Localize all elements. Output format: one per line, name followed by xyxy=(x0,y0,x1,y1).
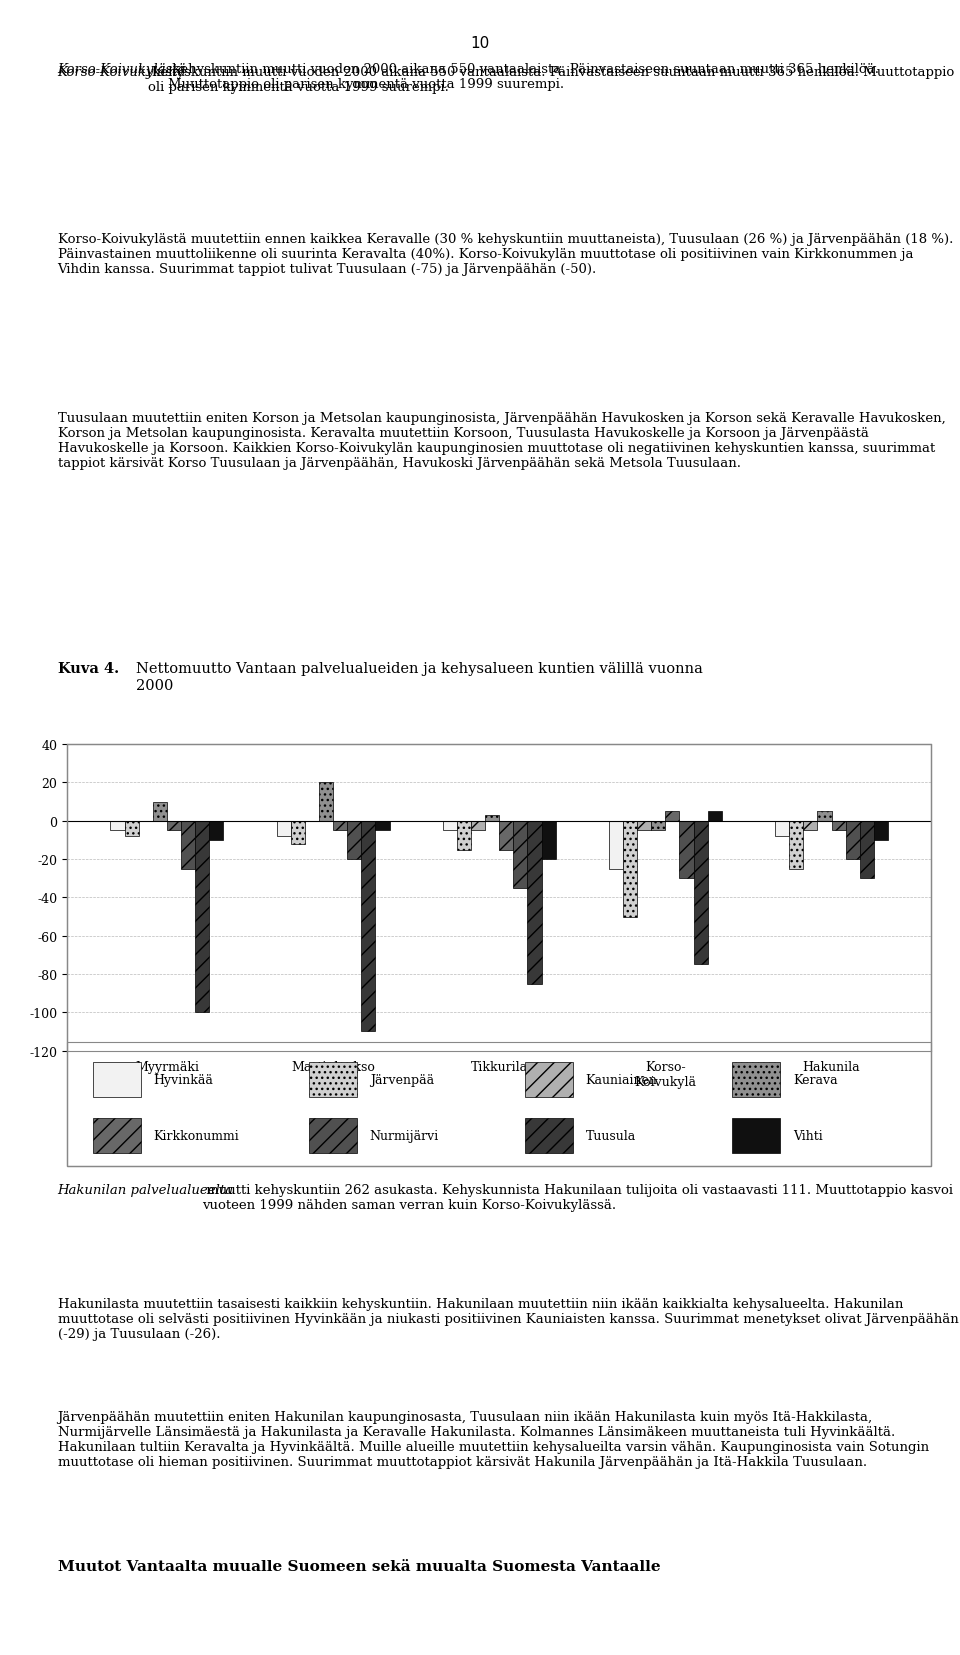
Text: Tuusula: Tuusula xyxy=(586,1129,636,1142)
Bar xyxy=(375,821,390,831)
Bar xyxy=(789,821,804,869)
Bar xyxy=(333,821,348,831)
Text: Kauniainen: Kauniainen xyxy=(586,1074,658,1086)
Bar xyxy=(541,821,556,859)
Bar xyxy=(525,1063,573,1097)
Text: Nettomuutto Vantaan palvelualueiden ja kehysalueen kuntien välillä vuonna
2000: Nettomuutto Vantaan palvelualueiden ja k… xyxy=(136,662,703,692)
Bar xyxy=(471,821,485,831)
Text: Kirkkonummi: Kirkkonummi xyxy=(154,1129,239,1142)
Text: Vihti: Vihti xyxy=(793,1129,823,1142)
Text: kehyskuntiin muutti vuoden 2000 aikana 550 vantaalaista. Päinvastaiseen suuntaan: kehyskuntiin muutti vuoden 2000 aikana 5… xyxy=(168,63,879,91)
Bar xyxy=(860,821,874,879)
Text: Kerava: Kerava xyxy=(793,1074,837,1086)
Bar xyxy=(309,1119,357,1154)
Text: muutti kehyskuntiin 262 asukasta. Kehyskunnista Hakunilaan tulijoita oli vastaav: muutti kehyskuntiin 262 asukasta. Kehysk… xyxy=(202,1183,952,1211)
Bar xyxy=(775,821,789,836)
Text: Hyvinkää: Hyvinkää xyxy=(154,1074,213,1086)
Bar xyxy=(527,821,541,985)
Bar xyxy=(680,821,693,879)
Bar xyxy=(348,821,361,859)
Bar xyxy=(609,821,623,869)
Bar xyxy=(361,821,375,1031)
Bar xyxy=(651,821,665,831)
Text: Kuva 4.: Kuva 4. xyxy=(58,662,119,675)
Bar xyxy=(485,816,499,821)
Bar xyxy=(195,821,209,1013)
Text: Järvenpää: Järvenpää xyxy=(370,1074,434,1086)
Bar xyxy=(276,821,291,836)
Bar xyxy=(514,821,527,889)
Bar xyxy=(153,803,167,821)
Bar xyxy=(209,821,224,841)
Text: Korso-Koivukylästä muutettiin ennen kaikkea Keravalle (30 % kehyskuntiin muuttan: Korso-Koivukylästä muutettiin ennen kaik… xyxy=(58,233,953,276)
Text: 10: 10 xyxy=(470,36,490,51)
Bar xyxy=(499,821,514,851)
Text: Hakunilan palvelualueelta: Hakunilan palvelualueelta xyxy=(58,1183,233,1197)
Bar xyxy=(732,1063,780,1097)
Bar xyxy=(93,1119,140,1154)
Text: Korso-Koivukylästä: Korso-Koivukylästä xyxy=(58,66,186,79)
Bar xyxy=(804,821,817,831)
Bar xyxy=(167,821,181,831)
Bar xyxy=(817,811,831,821)
Bar xyxy=(181,821,195,869)
Bar xyxy=(637,821,651,831)
Bar xyxy=(623,821,637,917)
Bar xyxy=(457,821,471,851)
Bar xyxy=(125,821,138,836)
Bar xyxy=(831,821,846,831)
Bar xyxy=(309,1063,357,1097)
Bar xyxy=(93,1063,140,1097)
Text: Järvenpäähän muutettiin eniten Hakunilan kaupunginosasta, Tuusulaan niin ikään H: Järvenpäähän muutettiin eniten Hakunilan… xyxy=(58,1410,928,1468)
Bar xyxy=(665,811,680,821)
Text: Hakunilasta muutettiin tasaisesti kaikkiin kehyskuntiin. Hakunilaan muutettiin n: Hakunilasta muutettiin tasaisesti kaikki… xyxy=(58,1298,958,1341)
Text: Tuusulaan muutettiin eniten Korson ja Metsolan kaupunginosista, Järvenpäähän Hav: Tuusulaan muutettiin eniten Korson ja Me… xyxy=(58,412,946,470)
Text: Korso-Koivukylästä: Korso-Koivukylästä xyxy=(58,63,186,76)
Text: Nurmijärvi: Nurmijärvi xyxy=(370,1129,439,1142)
Bar xyxy=(708,811,722,821)
Bar xyxy=(874,821,888,841)
Bar xyxy=(110,821,125,831)
Bar xyxy=(525,1119,573,1154)
Text: kehyskuntiin muutti vuoden 2000 aikana 550 vantaalaista. Päinvastaiseen suuntaan: kehyskuntiin muutti vuoden 2000 aikana 5… xyxy=(148,66,954,94)
Text: Muutot Vantaalta muualle Suomeen sekä muualta Suomesta Vantaalle: Muutot Vantaalta muualle Suomeen sekä mu… xyxy=(58,1559,660,1572)
Bar xyxy=(693,821,708,965)
Bar xyxy=(319,783,333,821)
Bar xyxy=(443,821,457,831)
Bar xyxy=(846,821,860,859)
Bar xyxy=(291,821,305,844)
Bar xyxy=(732,1119,780,1154)
